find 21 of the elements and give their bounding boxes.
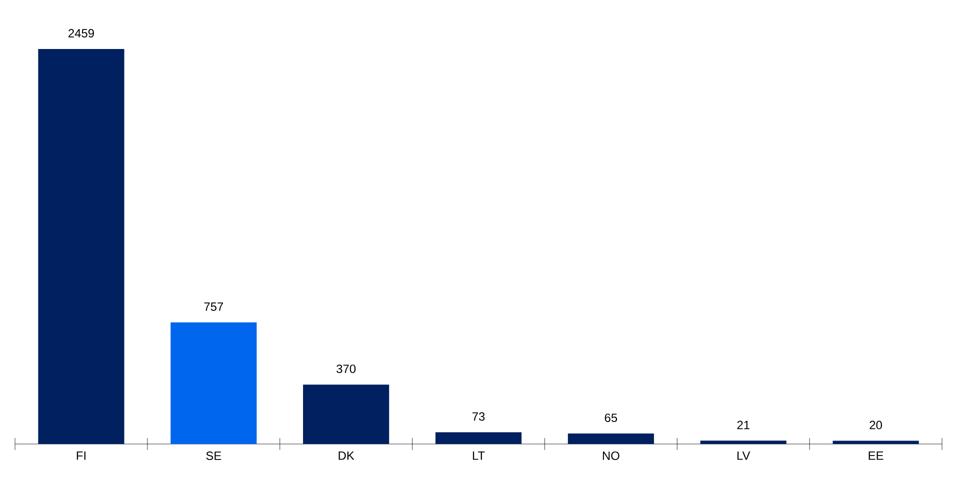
bar <box>568 434 654 444</box>
bar <box>700 440 786 444</box>
x-tick-label: DK <box>338 452 354 460</box>
bar <box>170 322 257 444</box>
data-label: 20 <box>870 420 882 430</box>
data-label: 65 <box>604 414 618 422</box>
x-tick-label: EE <box>868 452 884 460</box>
bar <box>832 440 919 444</box>
bar <box>38 48 124 444</box>
x-tick-label: SE <box>206 452 222 460</box>
data-label: 370 <box>336 364 356 374</box>
x-tick-label: FI <box>76 452 86 460</box>
x-tick-label: LV <box>737 452 750 460</box>
x-tick-label: LT <box>472 452 485 460</box>
data-label: 2459 <box>68 29 94 38</box>
bar <box>435 432 522 444</box>
data-label: 757 <box>204 302 224 311</box>
data-label: 21 <box>737 420 750 430</box>
data-label: 73 <box>472 412 485 421</box>
x-tick-label: NO <box>602 452 620 460</box>
bar <box>303 384 390 444</box>
